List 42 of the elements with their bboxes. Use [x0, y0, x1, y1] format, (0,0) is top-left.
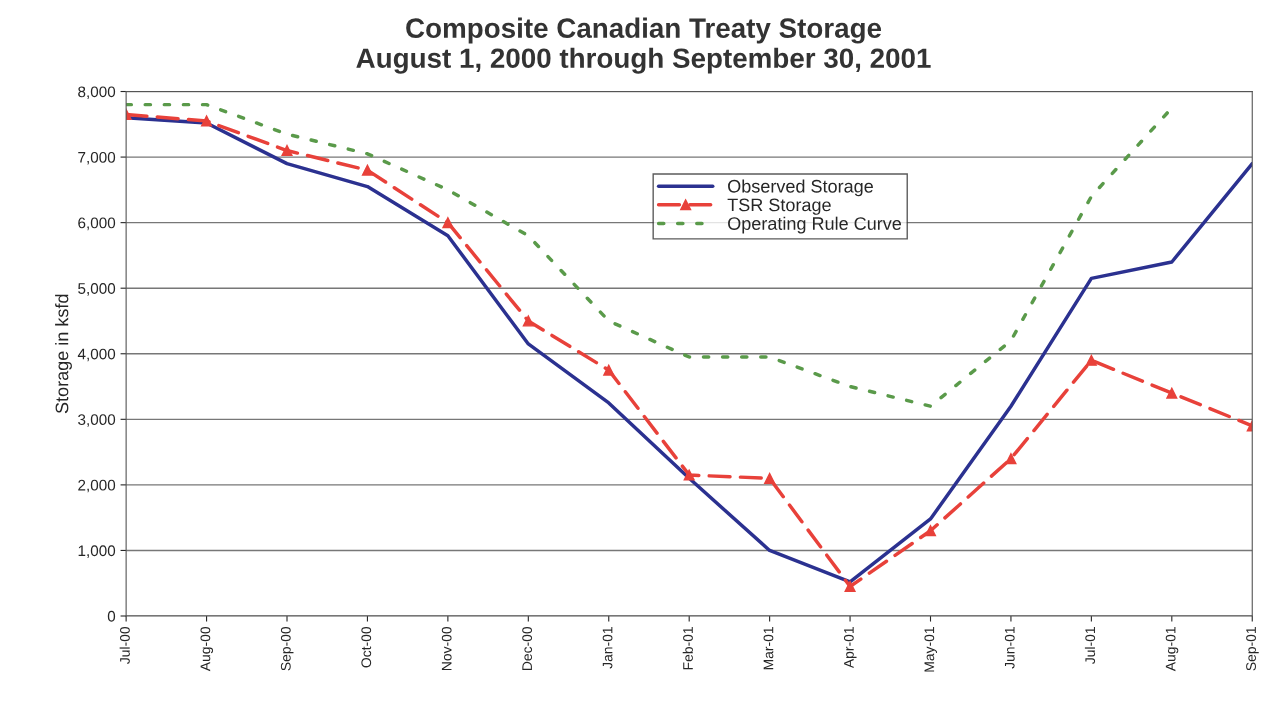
point	[1166, 387, 1178, 399]
x-tick-label: Sep-00	[280, 626, 294, 671]
point	[683, 469, 695, 481]
x-tick-label: Sep-01	[1246, 627, 1259, 671]
x-tick-label: Aug-00	[200, 626, 214, 672]
point	[603, 364, 615, 376]
legend-label: Observed Storage	[728, 179, 873, 197]
x-tick-label: Mar-01	[763, 627, 774, 670]
point	[844, 580, 856, 593]
chart-title: Composite Canadian Treaty Storage August 1, 2000 through September 30, 2001	[356, 17, 931, 74]
point	[764, 472, 776, 484]
x-tick-label: Apr-01	[843, 627, 857, 669]
x-tick-label: Feb-01	[682, 627, 693, 670]
point	[201, 115, 213, 127]
point	[924, 525, 937, 537]
x-tick-label: May-01	[924, 627, 937, 672]
y-tick-label: 3,000	[78, 414, 116, 427]
y-axis-title: Storage in ksfd	[55, 294, 72, 414]
point	[442, 217, 454, 229]
y-tick-label: 2,000	[78, 479, 116, 493]
y-tick-label: 1,000	[78, 545, 116, 558]
point	[281, 144, 293, 157]
x-tick-label: Jun-01	[1004, 627, 1015, 669]
legend-label: TSR Storage	[727, 198, 831, 215]
x-tick-label: Nov-00	[441, 626, 452, 671]
y-tick-label: 8,000	[78, 86, 116, 100]
x-tick-label: Oct-00	[361, 626, 372, 668]
y-tick-label: 7,000	[78, 151, 116, 165]
x-tick-label: Jul-01	[1084, 627, 1096, 665]
y-tick-label: 5,000	[78, 283, 116, 296]
point	[361, 164, 373, 176]
point	[1085, 354, 1097, 366]
x-tick-label: Dec-00	[522, 626, 533, 671]
point	[1005, 453, 1017, 465]
point	[522, 315, 534, 327]
y-tick-label: 0	[107, 610, 116, 622]
y-tick-label: 4,000	[77, 348, 116, 362]
legend-label: Operating Rule Curve	[728, 216, 902, 234]
y-tick-label: 6,000	[78, 217, 116, 231]
x-tick-label: Jan-01	[602, 627, 613, 669]
x-tick-label: Jul-00	[119, 626, 130, 665]
x-tick-label: Aug-01	[1165, 627, 1179, 672]
